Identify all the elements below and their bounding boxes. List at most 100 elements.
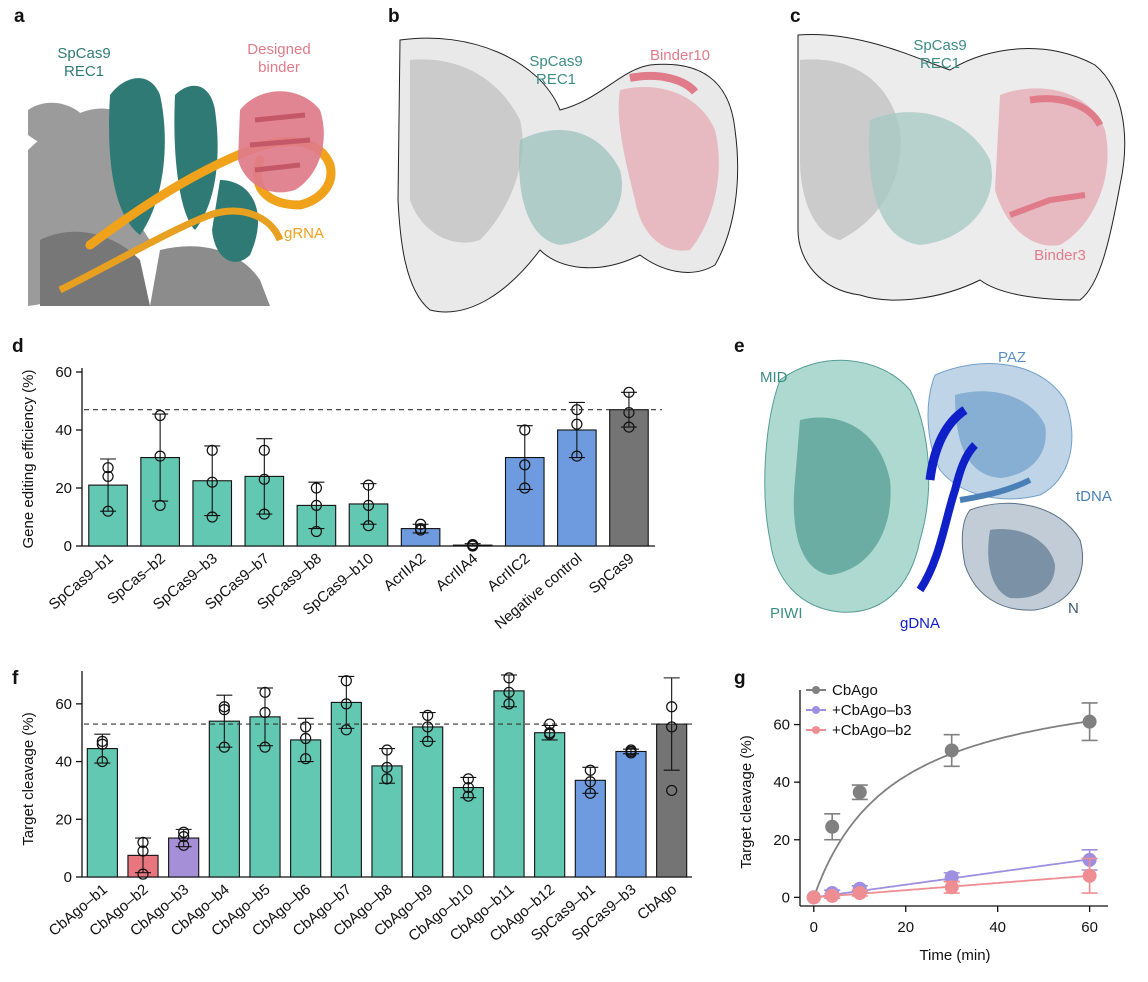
label-spcas9-c: SpCas9 (913, 37, 966, 54)
x-tick-label: 60 (1081, 919, 1098, 936)
data-point (519, 424, 531, 436)
data-point (259, 686, 271, 698)
data-point (300, 721, 312, 733)
label-mid-e: MID (760, 369, 788, 386)
data-point (944, 880, 959, 895)
chart-f-plot: 0204060CbAgo–b1CbAgo–b2CbAgo–b3CbAgo–b4C… (46, 671, 694, 945)
data-point (944, 743, 959, 758)
label-grna-a: gRNA (284, 225, 324, 242)
data-point (625, 744, 637, 756)
bar (140, 456, 180, 547)
chart-d-plot: 0204060SpCas9–b1SpCas–b2SpCas9–b3SpCas9–… (46, 364, 662, 633)
label-designed-a: Designed (247, 41, 310, 58)
data-point (310, 499, 323, 511)
data-point (852, 785, 867, 800)
category-label: AcrIIA4 (433, 550, 482, 595)
data-point (825, 888, 840, 903)
panel-d-label: d (12, 336, 24, 357)
data-point (96, 738, 108, 750)
data-point (154, 499, 166, 511)
chart-d-ylabel: Gene editing efficiency (%) (20, 370, 37, 549)
bar (412, 726, 444, 878)
chart-g-plot: 0 20 40 60 0 20 40 60 CbAgo +CbAgo–b3 +CbAgo–b2 (773, 682, 1108, 936)
data-point (137, 868, 149, 880)
bar (534, 732, 566, 878)
legend-label: CbAgo (832, 682, 878, 699)
data-point (206, 444, 218, 456)
category-label: CbAgo (634, 881, 680, 924)
data-point (178, 826, 190, 838)
data-point (944, 870, 959, 885)
data-point (381, 761, 393, 773)
data-point (206, 476, 218, 488)
data-point (362, 479, 375, 491)
data-point (503, 698, 515, 710)
data-point (340, 675, 352, 687)
data-point (666, 701, 678, 713)
legend-label: +CbAgo–b2 (832, 722, 912, 739)
bar (574, 779, 606, 878)
label-binder-a: binder (258, 59, 300, 76)
legend-marker (812, 726, 820, 734)
y-tick-label: 0 (64, 869, 72, 886)
data-point (825, 819, 840, 834)
label-spcas9-a: SpCas9 (57, 45, 110, 62)
y-tick-label: 60 (55, 364, 72, 381)
panel-b-density-image (397, 37, 739, 313)
panel-c-label: c (790, 6, 801, 27)
data-point (137, 836, 149, 848)
data-point (310, 525, 323, 538)
panel-a-structure-image (28, 28, 363, 306)
data-point (154, 409, 166, 422)
panel-e-label: e (734, 336, 745, 357)
data-point (102, 505, 114, 517)
label-rec1-c: REC1 (920, 55, 960, 72)
bar (615, 750, 647, 878)
category-label: Negative control (491, 550, 585, 633)
panel-b-label: b (388, 6, 400, 27)
data-point (1082, 868, 1097, 883)
data-point (666, 784, 678, 797)
data-point (259, 741, 271, 753)
panel-c: c SpCas9 REC1 Binder3 (790, 6, 1126, 301)
data-point (584, 787, 596, 799)
panel-e: e MID PAZ tDNA PIWI gDNA N (734, 336, 1112, 632)
y-tick-label: 60 (773, 717, 790, 734)
data-point (462, 781, 474, 794)
data-point (258, 444, 270, 456)
data-point (206, 511, 218, 523)
label-binder10-b: Binder10 (650, 47, 710, 64)
panel-f-label: f (12, 668, 19, 689)
data-point (571, 418, 583, 430)
data-point (666, 721, 678, 733)
data-point (218, 704, 230, 716)
chart-d: d 0204060SpCas9–b1SpCas–b2SpCas9–b3SpCas… (12, 336, 662, 633)
data-point (178, 830, 190, 843)
bar (493, 690, 525, 878)
data-point (300, 753, 312, 765)
legend-marker (812, 706, 820, 714)
category-label: AcrIIA2 (381, 550, 430, 595)
bar (330, 701, 362, 878)
y-tick-label: 40 (773, 774, 790, 791)
panel-g-label: g (734, 668, 746, 689)
data-point (519, 482, 531, 494)
data-point (414, 522, 427, 535)
y-tick-label: 60 (55, 696, 72, 713)
data-point (1082, 714, 1097, 729)
y-tick-label: 0 (64, 538, 72, 555)
y-tick-label: 40 (55, 422, 72, 439)
y-tick-label: 20 (773, 832, 790, 849)
y-tick-label: 0 (782, 889, 790, 906)
chart-f: f 0204060CbAgo–b1CbAgo–b2CbAgo–b3CbAgo–b… (12, 668, 694, 945)
data-point (259, 706, 271, 719)
y-tick-label: 40 (55, 754, 72, 771)
data-point (806, 890, 821, 905)
data-point (218, 741, 230, 753)
data-point (102, 470, 114, 482)
data-point (544, 727, 556, 739)
label-piwi-e: PIWI (770, 605, 803, 622)
data-point (422, 721, 434, 733)
chart-g-ylabel: Target cleavage (%) (738, 735, 755, 868)
data-point (422, 709, 434, 722)
